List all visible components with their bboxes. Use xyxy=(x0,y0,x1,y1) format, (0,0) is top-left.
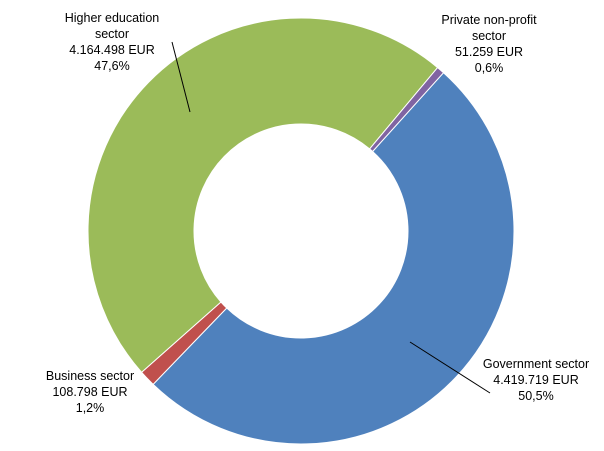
share-label: 1,2% xyxy=(75,401,105,415)
data-label: Government sector 4.419.719 EUR 50,5% xyxy=(476,356,596,404)
category-name: Private non-profit sector xyxy=(441,13,537,43)
share-label: 0,6% xyxy=(474,61,504,75)
data-label: Business sector 108.798 EUR 1,2% xyxy=(30,368,150,416)
leader-line xyxy=(171,41,191,113)
value-label: 4.419.719 EUR xyxy=(493,373,579,387)
donut-slice xyxy=(87,17,439,374)
share-label: 47,6% xyxy=(94,59,130,73)
value-label: 4.164.498 EUR xyxy=(69,43,155,57)
donut-slice xyxy=(368,66,445,153)
category-name: Higher education sector xyxy=(64,11,160,41)
category-name: Business sector xyxy=(45,369,135,383)
share-label: 50,5% xyxy=(518,389,554,403)
value-label: 51.259 EUR xyxy=(454,45,524,59)
value-label: 108.798 EUR xyxy=(52,385,128,399)
data-label: Higher education sector 4.164.498 EUR 47,6… xyxy=(52,10,172,74)
leader-line xyxy=(409,341,491,394)
category-name: Government sector xyxy=(482,357,590,371)
data-label: Private non-profit sector 51.259 EUR 0,6% xyxy=(429,12,549,76)
